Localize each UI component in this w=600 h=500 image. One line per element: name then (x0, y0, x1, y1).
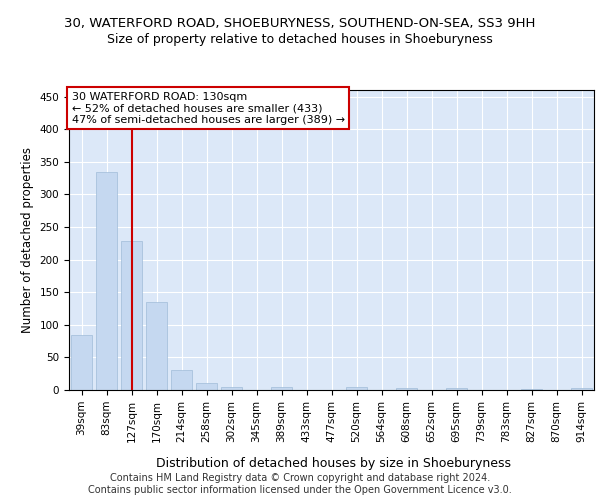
Bar (571, 388, 592, 390)
Y-axis label: Number of detached properties: Number of detached properties (21, 147, 34, 333)
Bar (171, 370, 192, 390)
Bar (221, 386, 242, 390)
Text: Contains HM Land Registry data © Crown copyright and database right 2024.
Contai: Contains HM Land Registry data © Crown c… (88, 474, 512, 495)
Text: 30 WATERFORD ROAD: 130sqm
← 52% of detached houses are smaller (433)
47% of semi: 30 WATERFORD ROAD: 130sqm ← 52% of detac… (71, 92, 345, 124)
Text: Distribution of detached houses by size in Shoeburyness: Distribution of detached houses by size … (155, 458, 511, 470)
Bar (396, 388, 417, 390)
Bar (196, 384, 217, 390)
Text: Size of property relative to detached houses in Shoeburyness: Size of property relative to detached ho… (107, 32, 493, 46)
Bar (121, 242, 142, 390)
Bar (96, 172, 117, 390)
Text: 30, WATERFORD ROAD, SHOEBURYNESS, SOUTHEND-ON-SEA, SS3 9HH: 30, WATERFORD ROAD, SHOEBURYNESS, SOUTHE… (64, 18, 536, 30)
Bar (71, 334, 92, 390)
Bar (271, 386, 292, 390)
Bar (146, 302, 167, 390)
Bar (346, 388, 367, 390)
Bar (521, 388, 542, 390)
Bar (446, 388, 467, 390)
